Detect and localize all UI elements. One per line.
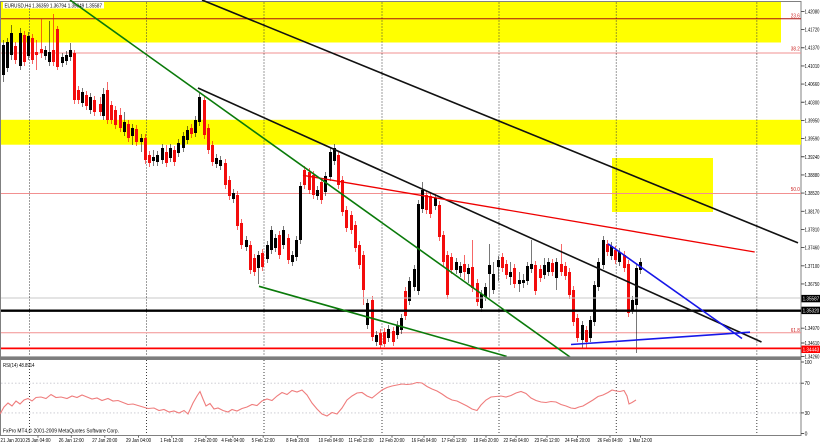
svg-text:1.42080: 1.42080	[805, 9, 820, 15]
svg-text:26 Jan 12:00: 26 Jan 12:00	[59, 438, 84, 444]
svg-text:1.37100: 1.37100	[805, 264, 820, 270]
svg-text:1.38170: 1.38170	[805, 209, 820, 215]
svg-text:70: 70	[805, 381, 810, 387]
svg-text:1.38880: 1.38880	[805, 173, 820, 179]
svg-text:1.40300: 1.40300	[805, 100, 820, 106]
svg-text:1.35587: 1.35587	[803, 297, 820, 303]
svg-text:RSI(14) 48.8914: RSI(14) 48.8914	[3, 363, 35, 369]
svg-text:23 Feb 12:00: 23 Feb 12:00	[534, 438, 559, 444]
svg-text:24 Feb 20:00: 24 Feb 20:00	[565, 438, 590, 444]
svg-text:61.8: 61.8	[791, 328, 800, 334]
svg-text:1.37810: 1.37810	[805, 227, 820, 233]
svg-text:1.38520: 1.38520	[805, 191, 820, 197]
svg-text:16 Feb 04:00: 16 Feb 04:00	[411, 438, 436, 444]
svg-text:2 Feb 20:00: 2 Feb 20:00	[194, 438, 217, 444]
svg-text:1 Feb 12:00: 1 Feb 12:00	[160, 438, 183, 444]
svg-text:25 Jan 04:00: 25 Jan 04:00	[25, 438, 50, 444]
svg-text:26 Feb 04:00: 26 Feb 04:00	[597, 438, 622, 444]
svg-text:4 Feb 04:00: 4 Feb 04:00	[221, 438, 244, 444]
svg-text:38.2: 38.2	[791, 47, 800, 53]
svg-text:30: 30	[805, 411, 810, 417]
svg-text:10 Feb 04:00: 10 Feb 04:00	[318, 438, 343, 444]
svg-text:1.39950: 1.39950	[805, 118, 820, 124]
svg-text:1 Mar 12:00: 1 Mar 12:00	[629, 438, 652, 444]
svg-text:1.39240: 1.39240	[805, 155, 820, 161]
svg-text:1.41370: 1.41370	[805, 46, 820, 52]
svg-text:12 Feb 20:00: 12 Feb 20:00	[379, 438, 404, 444]
svg-text:8 Feb 20:00: 8 Feb 20:00	[286, 438, 309, 444]
svg-text:1.41720: 1.41720	[805, 28, 820, 34]
svg-text:1.39590: 1.39590	[805, 137, 820, 143]
svg-text:1.35320: 1.35320	[803, 309, 820, 315]
svg-text:1.36750: 1.36750	[805, 282, 820, 288]
svg-text:17 Feb 12:00: 17 Feb 12:00	[441, 438, 466, 444]
svg-text:1.34970: 1.34970	[805, 326, 820, 332]
svg-text:1.34443: 1.34443	[803, 347, 820, 353]
svg-text:11 Feb 12:00: 11 Feb 12:00	[348, 438, 373, 444]
svg-text:22 Feb 04:00: 22 Feb 04:00	[504, 438, 529, 444]
svg-text:FxPro MT4,© 2001-2009 MetaQuot: FxPro MT4,© 2001-2009 MetaQuotes Softwar…	[3, 428, 119, 435]
svg-text:1.37460: 1.37460	[805, 246, 820, 252]
svg-text:1.34260: 1.34260	[805, 354, 820, 360]
svg-text:100: 100	[805, 360, 812, 366]
svg-text:1.41010: 1.41010	[805, 64, 820, 70]
svg-text:21 Jan 2010: 21 Jan 2010	[1, 438, 25, 444]
svg-text:23.6: 23.6	[791, 13, 800, 19]
svg-text:0: 0	[805, 432, 808, 438]
svg-text:50.0: 50.0	[791, 187, 800, 193]
svg-text:5 Feb 12:00: 5 Feb 12:00	[252, 438, 275, 444]
svg-text:29 Jan 04:00: 29 Jan 04:00	[126, 438, 151, 444]
svg-text:27 Jan 20:00: 27 Jan 20:00	[92, 438, 117, 444]
svg-text:18 Feb 20:00: 18 Feb 20:00	[473, 438, 498, 444]
svg-text:1.40660: 1.40660	[805, 82, 820, 88]
svg-text:1.34610: 1.34610	[805, 341, 820, 347]
svg-text:EURUSD,H4 1.36359 1.36794 1.3: EURUSD,H4 1.36359 1.36794 1.35049 1.3558…	[5, 3, 103, 9]
